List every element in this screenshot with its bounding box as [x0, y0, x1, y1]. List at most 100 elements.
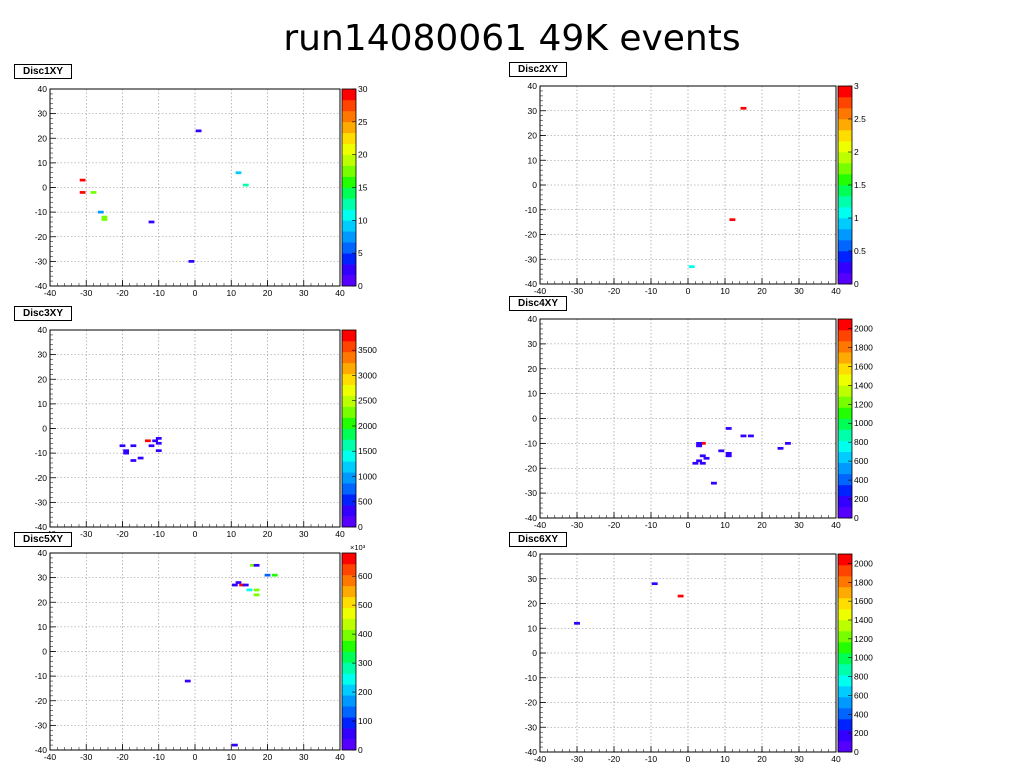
- heatmap-cell: [253, 593, 260, 597]
- y-tick-label: 0: [42, 424, 47, 434]
- y-tick-label: -10: [35, 671, 48, 681]
- y-tick-label: -20: [525, 698, 538, 708]
- palette-segment: [838, 554, 852, 566]
- palette-tick-label: 0: [358, 281, 363, 291]
- palette-segment: [838, 163, 852, 175]
- palette-segment: [838, 196, 852, 208]
- palette-segment: [342, 461, 356, 473]
- x-tick-label: 40: [831, 754, 841, 764]
- palette-segment: [342, 220, 356, 232]
- palette-segment: [342, 585, 356, 598]
- y-tick-label: 10: [528, 155, 538, 165]
- palette-segment: [342, 505, 356, 517]
- y-tick-label: 0: [532, 414, 537, 424]
- heatmap-cell: [239, 583, 246, 587]
- palette-border: [341, 329, 357, 528]
- palette-segment: [342, 472, 356, 484]
- y-tick-label: 0: [532, 180, 537, 190]
- palette-segment: [838, 396, 852, 408]
- palette-segment: [838, 141, 852, 153]
- x-tick-label: 30: [794, 286, 804, 296]
- palette-segment: [342, 494, 356, 506]
- palette-segment: [342, 198, 356, 210]
- palette-segment: [342, 673, 356, 685]
- x-tick-label: 40: [831, 286, 841, 296]
- x-tick-label: 10: [227, 288, 237, 298]
- heatmap-cell: [651, 582, 658, 586]
- palette-segment: [838, 620, 852, 632]
- x-tick-label: -10: [645, 754, 658, 764]
- y-tick-label: 10: [38, 158, 48, 168]
- heatmap-cell: [703, 456, 710, 460]
- palette-segment: [342, 242, 356, 254]
- palette-segment: [838, 462, 852, 475]
- x-tick-label: 10: [720, 286, 730, 296]
- palette-segment: [838, 506, 852, 519]
- y-tick-label: 40: [38, 325, 48, 335]
- y-tick-label: 20: [38, 374, 48, 384]
- pad-disc2xy: Disc2XY -40 -30 -20 -10 0 10 20 30 40 -40 -30 -20 -1…: [509, 62, 889, 298]
- palette-tick-label: 2000: [358, 421, 377, 431]
- palette-tick-label: 0: [854, 747, 859, 757]
- x-tick-label: 20: [757, 286, 767, 296]
- palette-tick-label: 600: [358, 571, 372, 581]
- heatmap-cell: [696, 459, 703, 463]
- palette-tick-label: 10: [358, 215, 368, 225]
- palette-segment: [838, 495, 852, 508]
- y-tick-label: -40: [35, 281, 48, 291]
- palette-segment: [342, 165, 356, 177]
- y-tick-label: 30: [38, 109, 48, 119]
- heatmap-cell: [692, 461, 699, 465]
- x-tick-label: -30: [571, 520, 584, 530]
- heatmap-cell: [155, 436, 162, 440]
- palette-tick-label: 200: [358, 687, 372, 697]
- x-tick-label: -40: [44, 752, 57, 762]
- y-tick-label: -20: [35, 696, 48, 706]
- x-tick-label: -10: [645, 286, 658, 296]
- heatmap-cell: [246, 588, 253, 592]
- heatmap-cell: [747, 434, 754, 438]
- palette-segment: [838, 251, 852, 263]
- heatmap-cell: [155, 441, 162, 445]
- palette-segment: [342, 406, 356, 418]
- y-tick-label: -30: [35, 497, 48, 507]
- heatmap-disc3xy: -40-30-20-10010203040-40-30-20-100102030…: [35, 325, 377, 539]
- palette-border: [341, 552, 357, 751]
- palette-tick-label: 2000: [854, 558, 873, 568]
- pad-title: Disc2XY: [509, 62, 568, 77]
- heatmap-cell: [195, 129, 202, 133]
- palette-tick-label: 2.5: [854, 114, 866, 124]
- palette-tick-label: 800: [854, 437, 868, 447]
- heatmap-cell: [725, 454, 732, 458]
- palette-segment: [342, 439, 356, 451]
- x-tick-label: 0: [193, 752, 198, 762]
- palette-tick-label: 25: [358, 117, 368, 127]
- palette-segment: [838, 130, 852, 142]
- heatmap-cell: [123, 449, 130, 453]
- x-tick-label: -20: [608, 520, 621, 530]
- heatmap-cell: [688, 265, 695, 269]
- heatmap-cell: [235, 581, 242, 584]
- palette-segment: [342, 395, 356, 407]
- x-tick-label: 30: [794, 754, 804, 764]
- y-tick-label: 20: [528, 364, 538, 374]
- heatmap-cell: [253, 588, 260, 592]
- plot-border: [539, 318, 837, 519]
- palette-tick-label: 1500: [358, 446, 377, 456]
- slide-title: run14080061 49K events: [283, 18, 741, 59]
- palette-segment: [838, 352, 852, 364]
- palette-tick-label: 500: [358, 600, 372, 610]
- palette-segment: [838, 229, 852, 241]
- heatmap-cell: [264, 573, 271, 577]
- x-tick-label: -30: [80, 288, 93, 298]
- x-tick-label: 20: [757, 520, 767, 530]
- y-tick-label: 30: [38, 573, 48, 583]
- palette-segment: [838, 86, 852, 98]
- y-tick-label: -10: [525, 673, 538, 683]
- heatmap-cell: [729, 218, 736, 222]
- palette-segment: [838, 418, 852, 430]
- palette-segment: [342, 176, 356, 188]
- y-tick-label: -10: [525, 438, 538, 448]
- palette-tick-label: 200: [854, 494, 868, 504]
- palette-segment: [838, 440, 852, 452]
